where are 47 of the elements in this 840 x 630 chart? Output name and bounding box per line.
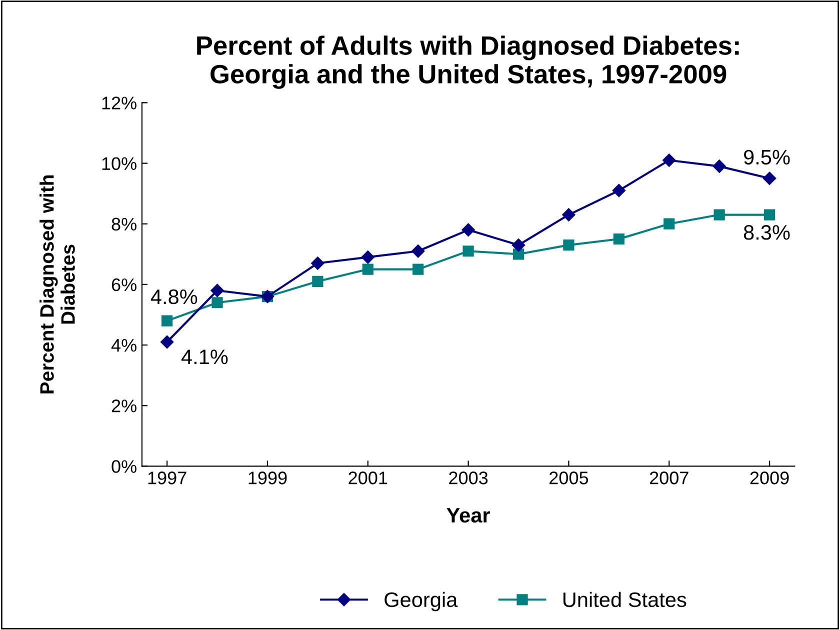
point <box>160 335 174 349</box>
y-tick-label: 12% <box>102 96 136 110</box>
point <box>412 244 425 258</box>
point <box>462 223 475 237</box>
y-tick-label: 4% <box>111 339 136 352</box>
x-tick-label: 2009 <box>750 472 789 484</box>
point <box>613 233 624 245</box>
x-tick-label: 2005 <box>550 472 588 484</box>
point <box>762 172 776 186</box>
x-tick-label: 2003 <box>449 472 488 484</box>
point <box>712 160 726 173</box>
point <box>512 248 524 260</box>
data-label: 9.5% <box>744 150 790 165</box>
x-axis-title: Year <box>446 508 490 523</box>
data-label: 4.1% <box>181 350 228 364</box>
x-tick-label: 2001 <box>348 472 388 484</box>
point <box>162 315 173 326</box>
point <box>412 264 424 275</box>
legend-label: United States <box>563 592 686 608</box>
y-axis-title: Percent Diagnosed with Diabetes <box>40 175 75 394</box>
y-tick-label: 8% <box>112 218 136 231</box>
point <box>512 238 526 252</box>
legend-label: Georgia <box>384 592 458 612</box>
x-tick-label: 1997 <box>148 472 186 484</box>
x-tick-label: 1999 <box>248 472 287 484</box>
point <box>311 256 324 270</box>
point <box>662 154 676 167</box>
point <box>362 264 374 275</box>
point <box>462 246 474 257</box>
point <box>612 184 626 198</box>
y-tick-label: 2% <box>112 400 136 412</box>
point <box>664 218 675 230</box>
point <box>361 250 374 264</box>
point <box>210 284 224 298</box>
point <box>212 297 223 308</box>
y-tick-label: 0% <box>112 460 136 473</box>
chart-title: Percent of Adults with Diagnosed Diabetes: Georgia and the United States, 1997-2009 <box>197 36 739 89</box>
point <box>764 209 776 220</box>
x-tick-label: 2007 <box>650 472 688 484</box>
point <box>563 240 574 251</box>
y-tick-label: 10% <box>102 157 136 170</box>
data-label: 8.3% <box>744 225 790 240</box>
y-tick-label: 6% <box>112 278 136 292</box>
data-label: 4.8% <box>150 289 198 304</box>
point <box>714 209 725 220</box>
point <box>312 276 324 287</box>
point <box>562 208 576 222</box>
